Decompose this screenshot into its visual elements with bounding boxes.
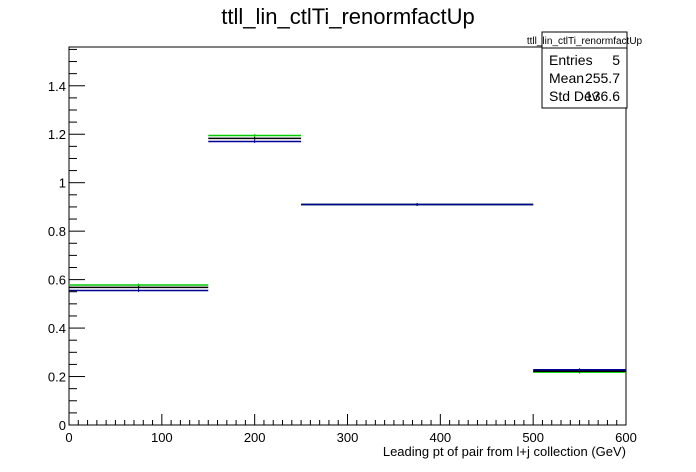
stats-stddev-value: 136.6 xyxy=(585,88,620,104)
x-tick-label: 500 xyxy=(522,430,544,445)
y-tick-label: 0.8 xyxy=(48,224,66,239)
x-tick-label: 300 xyxy=(337,430,359,445)
stats-entries-value: 5 xyxy=(612,52,620,68)
stats-mean-label: Mean xyxy=(549,70,584,86)
stats-box-frame xyxy=(541,31,628,109)
series-layer xyxy=(69,133,626,374)
y-tick-label: 1.2 xyxy=(48,127,66,142)
chart-title: ttll_lin_ctlTi_renormfactUp xyxy=(221,4,475,29)
series-1 xyxy=(69,136,626,373)
stats-stddev-label: Std Dev xyxy=(549,88,599,104)
stats-mean-value: 255.7 xyxy=(585,70,620,86)
x-tick-label: 100 xyxy=(151,430,173,445)
y-tick-label: 1 xyxy=(59,176,66,191)
y-tick-label: 1.4 xyxy=(48,79,66,94)
x-tick-label: 200 xyxy=(244,430,266,445)
x-tick-label: 400 xyxy=(429,430,451,445)
y-tick-label: 0 xyxy=(59,418,66,433)
x-tick-label: 600 xyxy=(615,430,637,445)
stats-box-title: ttll_lin_ctlTi_renormfactUp xyxy=(527,36,643,47)
y-tick-label: 0.2 xyxy=(48,370,66,385)
x-axis-label: Leading pt of pair from l+j collection (… xyxy=(383,444,626,459)
series-2 xyxy=(69,140,626,372)
series-0 xyxy=(69,133,626,374)
stats-entries-label: Entries xyxy=(549,52,593,68)
y-tick-label: 0.6 xyxy=(48,273,66,288)
y-tick-label: 0.4 xyxy=(48,321,66,336)
axis-layer: 0 100 200 300 400 500 600 0 0.2 0.4 0.6 0.8 1 1.2 1.4 xyxy=(48,48,637,445)
x-tick-label: 0 xyxy=(65,430,72,445)
stats-box: ttll_lin_ctlTi_renormfactUp Entries 5 Me… xyxy=(527,31,643,109)
